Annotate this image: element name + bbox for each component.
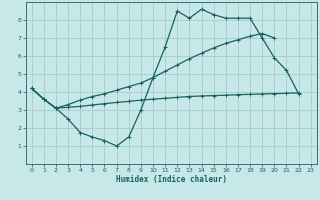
X-axis label: Humidex (Indice chaleur): Humidex (Indice chaleur) bbox=[116, 175, 227, 184]
